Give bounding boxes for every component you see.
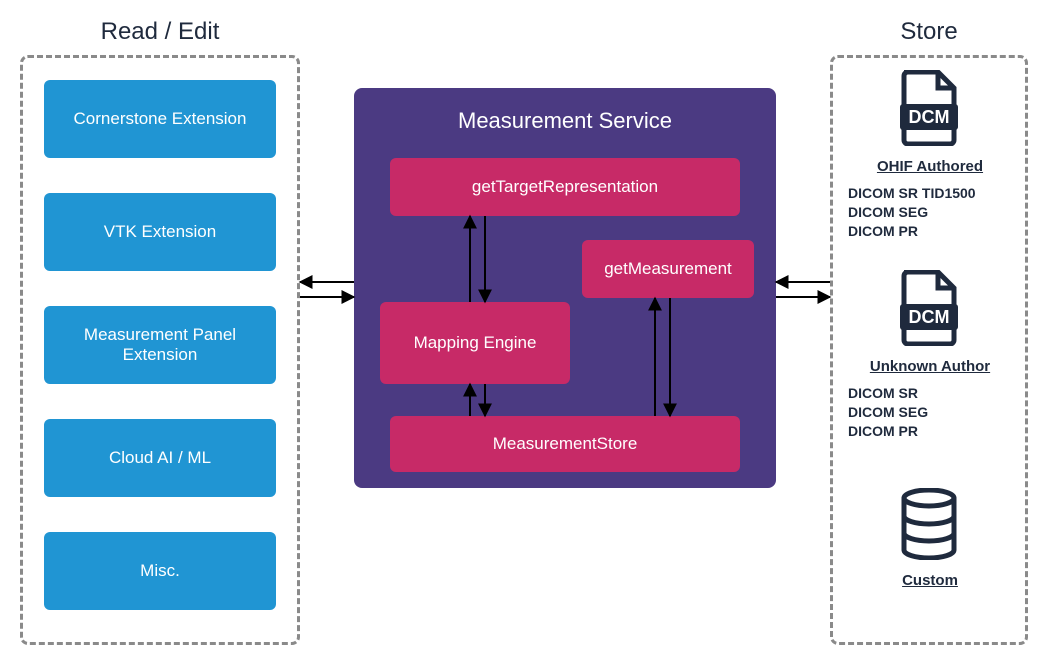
ext-cloud-ai-ml: Cloud AI / ML (44, 419, 276, 497)
box-get-measurement: getMeasurement (582, 240, 754, 298)
dcm-file-icon: DCM (898, 70, 960, 146)
store-sub-line: DICOM SR TID1500 (848, 184, 1028, 203)
store-sub-unknown: DICOM SR DICOM SEG DICOM PR (848, 384, 1028, 441)
store-sub-ohif: DICOM SR TID1500 DICOM SEG DICOM PR (848, 184, 1028, 241)
store-sub-line: DICOM SEG (848, 403, 1028, 422)
store-sub-line: DICOM SR (848, 384, 1028, 403)
ext-misc: Misc. (44, 532, 276, 610)
ext-vtk: VTK Extension (44, 193, 276, 271)
ext-cornerstone: Cornerstone Extension (44, 80, 276, 158)
dcm-file-icon: DCM (898, 270, 960, 346)
ext-measurement-panel: Measurement Panel Extension (44, 306, 276, 384)
store-label-ohif: OHIF Authored (840, 158, 1020, 175)
right-column-title: Store (830, 18, 1028, 46)
box-measurement-store: MeasurementStore (390, 416, 740, 472)
store-sub-line: DICOM SEG (848, 203, 1028, 222)
measurement-service-title: Measurement Service (354, 108, 776, 134)
box-get-target-representation: getTargetRepresentation (390, 158, 740, 216)
left-column-title: Read / Edit (20, 18, 300, 46)
box-mapping-engine: Mapping Engine (380, 302, 570, 384)
store-sub-line: DICOM PR (848, 422, 1028, 441)
store-sub-line: DICOM PR (848, 222, 1028, 241)
dcm-text: DCM (909, 107, 950, 127)
store-label-custom: Custom (840, 572, 1020, 589)
store-label-unknown: Unknown Author (840, 358, 1020, 375)
database-icon (900, 488, 958, 560)
dcm-text: DCM (909, 307, 950, 327)
